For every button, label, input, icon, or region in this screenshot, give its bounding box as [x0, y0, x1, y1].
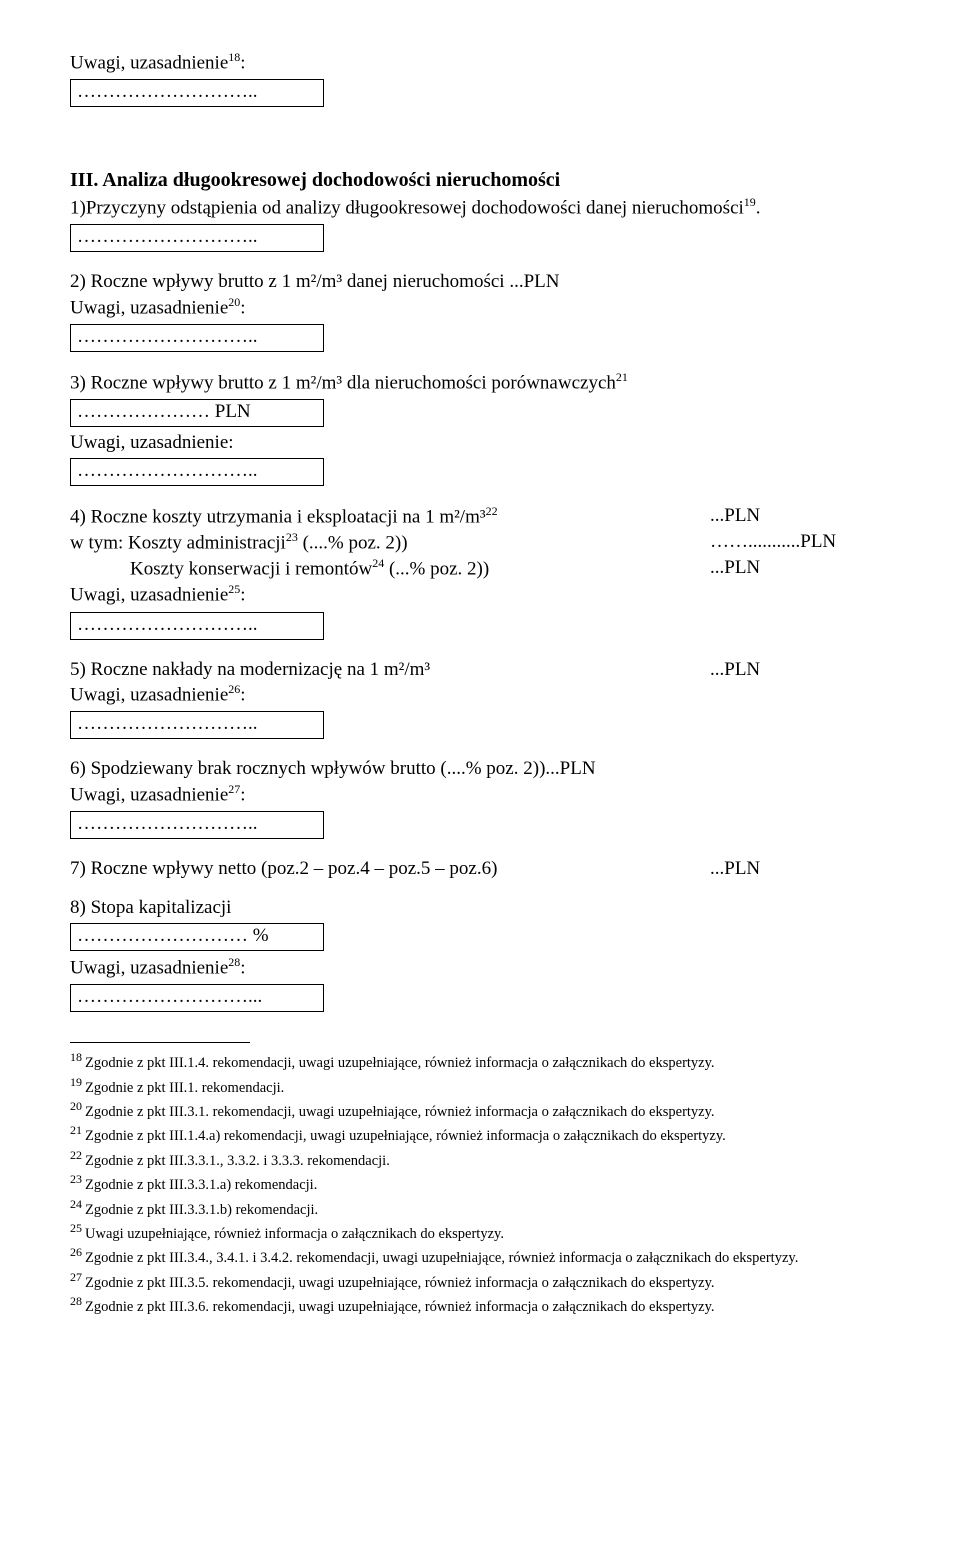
sup: 26 [228, 682, 240, 696]
footnotes: 18 Zgodnie z pkt III.1.4. rekomendacji, … [70, 1049, 890, 1317]
colon: : [240, 297, 245, 318]
label-uwagi-plain: Uwagi, uzasadnienie: [70, 431, 890, 456]
item-5: 5) Roczne nakłady na modernizację na 1 m… [70, 658, 890, 683]
text: Uwagi, uzasadnienie [70, 297, 228, 318]
text: Koszty konserwacji i remontów [130, 559, 372, 580]
footnote-25: 25 Uwagi uzupełniające, również informac… [70, 1220, 890, 1244]
input-box-26[interactable]: ……………………….. [70, 711, 324, 739]
footnote-18: 18 Zgodnie z pkt III.1.4. rekomendacji, … [70, 1049, 890, 1073]
label-uwagi-28: Uwagi, uzasadnienie28: [70, 955, 890, 981]
text: 3) Roczne wpływy brutto z 1 m²/m³ dla ni… [70, 372, 616, 393]
footnote-28: 28 Zgodnie z pkt III.3.6. rekomendacji, … [70, 1293, 890, 1317]
footnote-26: 26 Zgodnie z pkt III.3.4., 3.4.1. i 3.4.… [70, 1244, 890, 1268]
label-uwagi-20: Uwagi, uzasadnienie20: [70, 295, 890, 321]
sup: 25 [228, 582, 240, 596]
text: Uwagi, uzasadnienie [70, 784, 228, 805]
sup: 28 [228, 955, 240, 969]
colon: : [240, 52, 245, 73]
section-title: III. Analiza długookresowej dochodowości… [70, 167, 890, 193]
colon: : [240, 958, 245, 979]
item-7: 7) Roczne wpływy netto (poz.2 – poz.4 – … [70, 857, 890, 882]
value: ...PLN [710, 556, 890, 582]
sup: 18 [228, 50, 240, 64]
sup: 24 [372, 556, 384, 570]
item-4b: w tym: Koszty administracji23 (....% poz… [70, 530, 890, 556]
text: 7) Roczne wpływy netto (poz.2 – poz.4 – … [70, 857, 710, 882]
text: Uwagi, uzasadnienie [70, 958, 228, 979]
footnote-23: 23 Zgodnie z pkt III.3.3.1.a) rekomendac… [70, 1171, 890, 1195]
text: 5) Roczne nakłady na modernizację na 1 m… [70, 658, 710, 683]
value: ……...........PLN [710, 530, 890, 556]
input-box-18[interactable]: ……………………….. [70, 79, 324, 107]
colon: : [240, 784, 245, 805]
footnote-27: 27 Zgodnie z pkt III.3.5. rekomendacji, … [70, 1269, 890, 1293]
input-box-pln[interactable]: ………………… PLN [70, 399, 324, 427]
footnote-21: 21 Zgodnie z pkt III.1.4.a) rekomendacji… [70, 1122, 890, 1146]
colon: : [240, 685, 245, 706]
period: . [756, 197, 761, 218]
input-box-28[interactable]: ………………………... [70, 984, 324, 1012]
text: Uwagi, uzasadnienie [70, 585, 228, 606]
footnote-22: 22 Zgodnie z pkt III.3.3.1., 3.3.2. i 3.… [70, 1147, 890, 1171]
colon: : [240, 585, 245, 606]
footnote-24: 24 Zgodnie z pkt III.3.3.1.b) rekomendac… [70, 1196, 890, 1220]
label-uwagi-18: Uwagi, uzasadnienie18: [70, 50, 890, 76]
value: ...PLN [710, 504, 890, 530]
text: w tym: Koszty administracji [70, 533, 286, 554]
text2: (...% poz. 2)) [384, 559, 489, 580]
input-box-21[interactable]: ……………………….. [70, 458, 324, 486]
input-box-pct[interactable]: ……………………… % [70, 923, 324, 951]
item-3: 3) Roczne wpływy brutto z 1 m²/m³ dla ni… [70, 370, 890, 396]
text2: (....% poz. 2)) [298, 533, 408, 554]
item-4: 4) Roczne koszty utrzymania i eksploatac… [70, 504, 890, 530]
input-box-20[interactable]: ……………………….. [70, 324, 324, 352]
text: 1)Przyczyny odstąpienia od analizy długo… [70, 197, 744, 218]
sup: 21 [616, 370, 628, 384]
value: ...PLN [710, 857, 890, 882]
value: ...PLN [710, 658, 890, 683]
text: Uwagi, uzasadnienie [70, 52, 228, 73]
item-1: 1)Przyczyny odstąpienia od analizy długo… [70, 195, 890, 221]
label-uwagi-27: Uwagi, uzasadnienie27: [70, 782, 890, 808]
label-uwagi-26: Uwagi, uzasadnienie26: [70, 682, 890, 708]
item-2: 2) Roczne wpływy brutto z 1 m²/m³ danej … [70, 270, 890, 295]
sup: 23 [286, 530, 298, 544]
sup: 19 [744, 195, 756, 209]
text: Uwagi, uzasadnienie [70, 685, 228, 706]
sup: 20 [228, 295, 240, 309]
item-6: 6) Spodziewany brak rocznych wpływów bru… [70, 757, 890, 782]
footnote-20: 20 Zgodnie z pkt III.3.1. rekomendacji, … [70, 1098, 890, 1122]
label-uwagi-25: Uwagi, uzasadnienie25: [70, 582, 890, 608]
footnote-separator [70, 1042, 250, 1043]
text: 4) Roczne koszty utrzymania i eksploatac… [70, 507, 486, 528]
item-8: 8) Stopa kapitalizacji [70, 896, 890, 921]
sup: 27 [228, 782, 240, 796]
footnote-19: 19 Zgodnie z pkt III.1. rekomendacji. [70, 1074, 890, 1098]
sup: 22 [486, 504, 498, 518]
input-box-25[interactable]: ……………………….. [70, 612, 324, 640]
item-4c: Koszty konserwacji i remontów24 (...% po… [70, 556, 890, 582]
input-box-19[interactable]: ……………………….. [70, 224, 324, 252]
input-box-27[interactable]: ……………………….. [70, 811, 324, 839]
